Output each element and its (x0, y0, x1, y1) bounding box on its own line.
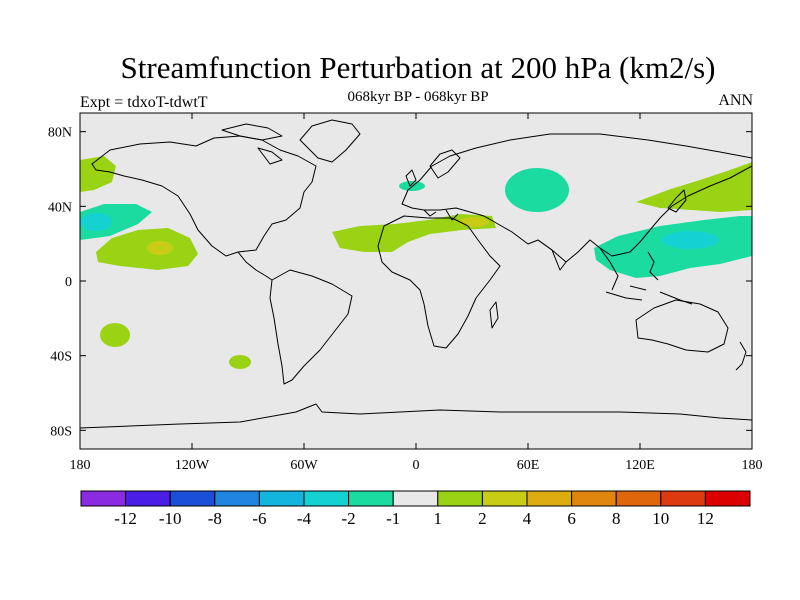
lat-tick-label: 40N (48, 200, 72, 215)
lat-tick-label: 80N (48, 126, 72, 141)
contour-minus2-npacific (80, 213, 112, 231)
coastline-greenland (299, 119, 361, 163)
colorbar-label: -4 (297, 509, 312, 528)
lon-tick-label: 120W (175, 458, 210, 473)
lon-tick-label: 60W (290, 458, 318, 473)
colorbar-swatch (571, 490, 617, 507)
colorbar-label: -12 (114, 509, 137, 528)
colorbar-label: -8 (208, 509, 222, 528)
coastline-indonesia (605, 285, 693, 305)
coastline-japan (667, 189, 687, 213)
lat-tick-label: 0 (65, 275, 72, 290)
colorbar-swatch (615, 490, 662, 507)
coastline-madagascar (489, 301, 499, 329)
coastlines (80, 119, 752, 429)
colorbar-label: 2 (478, 509, 487, 528)
colorbar-swatch (348, 490, 394, 507)
coastline-philippines (647, 251, 659, 281)
coastline-canadian-archipelago (221, 123, 283, 165)
contour-2to4-central-pacific (147, 241, 173, 255)
colorbar-swatch (660, 490, 706, 507)
map-title: Streamfunction Perturbation at 200 hPa (… (120, 50, 716, 85)
colorbar-label: 4 (523, 509, 532, 528)
colorbar-swatch (303, 490, 350, 507)
coastline-eurasia (401, 133, 752, 263)
colorbar-swatch (481, 490, 528, 507)
coastline-central-america (237, 251, 273, 281)
colorbar-swatch (214, 490, 260, 507)
coastline-india (537, 239, 567, 271)
anomaly-contours (80, 156, 752, 369)
colorbar-swatch (437, 490, 483, 507)
season-label: ANN (718, 92, 753, 109)
coastline-new-zealand (735, 341, 747, 371)
longitude-axis: 180 120W 60W 0 60E 120E 180 (70, 113, 763, 473)
contour-positive-atlantic-africa (332, 214, 496, 252)
contour-negative-europe (399, 181, 425, 191)
coastline-antarctica (80, 403, 752, 429)
lat-tick-label: 40S (50, 350, 72, 365)
coastline-africa (377, 215, 501, 349)
map-subtitle: 068kyr BP - 068kyr BP (347, 89, 489, 105)
coastline-australia (635, 299, 729, 353)
colorbar-label: 1 (434, 509, 443, 528)
lat-tick-label: 80S (50, 424, 72, 439)
lon-tick-label: 0 (413, 458, 420, 473)
colorbar-label: -1 (386, 509, 400, 528)
colorbar: -12 -10 -8 -6 -4 -2 -1 1 2 4 6 8 10 12 (80, 490, 751, 528)
coastline-southeast-asia (599, 247, 619, 291)
colorbar-label: 12 (697, 509, 714, 528)
colorbar-swatch (125, 490, 171, 507)
lon-tick-label: 180 (70, 458, 91, 473)
colorbar-label: 6 (567, 509, 576, 528)
lon-tick-label: 60E (517, 458, 540, 473)
contour-minus2-wpacific (662, 231, 718, 249)
colorbar-label: 8 (612, 509, 621, 528)
contour-2to4-mideast (459, 217, 489, 227)
colorbar-swatch (704, 490, 751, 507)
contour-positive-npacific-west (80, 156, 116, 192)
colorbar-swatch (258, 490, 305, 507)
contour-positive-south-pacific (100, 323, 130, 347)
colorbar-label: -10 (159, 509, 182, 528)
contour-positive-east-asia (636, 162, 752, 212)
experiment-label: Expt = tdxoT-tdwtT (80, 94, 208, 111)
colorbar-label: 10 (652, 509, 669, 528)
contour-negative-central-asia (505, 168, 569, 212)
coastline-south-america (269, 269, 353, 385)
colorbar-swatch (526, 490, 573, 507)
coastline-british-isles (405, 169, 417, 187)
contour-negative-npacific (80, 204, 152, 240)
contour-positive-southeast-pacific (229, 355, 251, 369)
coastline-scandinavia (429, 149, 461, 179)
contour-positive-subtropical-pacific (96, 228, 198, 270)
colorbar-swatch (169, 490, 216, 507)
lon-tick-label: 180 (742, 458, 763, 473)
colorbar-swatch (392, 490, 439, 507)
map-background (80, 113, 752, 449)
coastline-north-america (91, 135, 317, 257)
coastline-europe-peninsulas (423, 209, 459, 221)
colorbar-label: -2 (342, 509, 356, 528)
lon-tick-label: 120E (625, 458, 655, 473)
colorbar-swatch (80, 490, 127, 507)
latitude-axis: 80N 40N 0 40S 80S (48, 126, 752, 439)
colorbar-label: -6 (252, 509, 266, 528)
